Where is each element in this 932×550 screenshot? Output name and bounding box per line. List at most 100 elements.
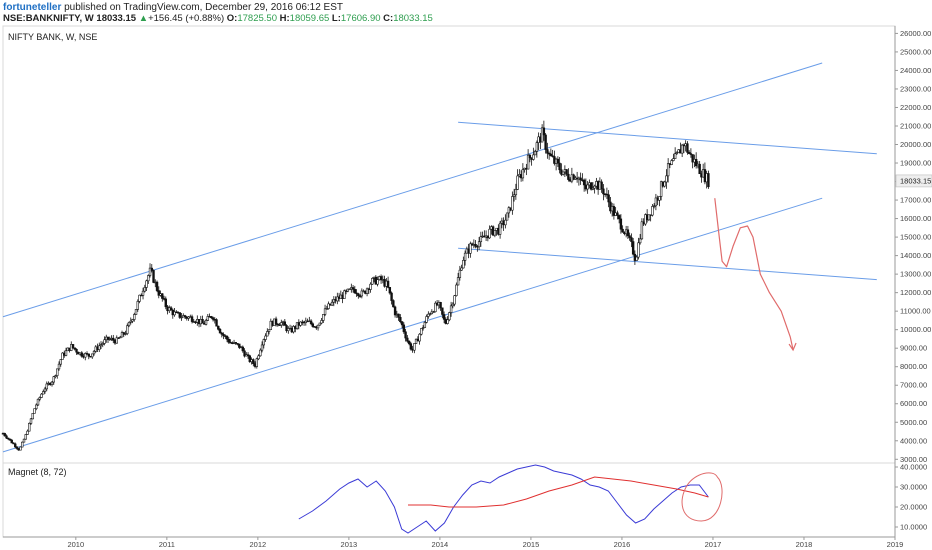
candle-body	[80, 352, 83, 357]
candle-body	[211, 317, 215, 320]
time-tick-label: 2013	[341, 540, 358, 549]
candle-body	[670, 160, 673, 165]
candle-body	[227, 338, 231, 343]
candle-body	[243, 350, 246, 357]
candle-body	[320, 320, 323, 324]
price-tick-label: 11000.00	[900, 307, 931, 316]
candle-body	[458, 269, 462, 278]
lower-trend-channel-line[interactable]	[2, 197, 823, 453]
candle-body	[607, 194, 610, 203]
main-panel-frame	[2, 25, 896, 464]
forecast-drawing[interactable]	[714, 198, 797, 352]
candle-body	[311, 323, 315, 327]
upper-trend-channel-line[interactable]	[2, 62, 823, 318]
candle-body	[56, 368, 59, 376]
candle-body	[600, 181, 603, 190]
candlestick-series	[1, 120, 710, 451]
high-value: 18059.65	[289, 13, 330, 24]
candle-body	[665, 175, 668, 183]
candle-body	[658, 196, 661, 201]
candle-body	[579, 177, 582, 181]
last-price-marker: 18033.15	[895, 174, 932, 188]
indicator-tick-label: 20.0000	[900, 503, 927, 512]
candle-body	[449, 305, 453, 313]
candle-body	[108, 338, 111, 341]
candle-body	[120, 332, 124, 338]
candle-body	[38, 397, 41, 400]
candle-body	[145, 280, 148, 288]
candle-body	[217, 325, 220, 330]
time-tick-label: 2018	[796, 540, 813, 549]
candle-body	[29, 418, 33, 424]
candle-body	[26, 430, 29, 435]
price-axis-ticks: 3000.00 4000.00 5000.00 6000.00 7000.00 8000.…	[895, 29, 931, 464]
candle-body	[663, 181, 666, 187]
indicator-tick-label: 30.0000	[900, 483, 927, 492]
candle-body	[586, 184, 589, 190]
price-tick-label: 9000.00	[900, 344, 927, 353]
candle-body	[40, 393, 43, 398]
candle-body	[322, 314, 325, 321]
upper-descending-channel-line[interactable]	[458, 121, 877, 155]
candle-body	[371, 278, 374, 285]
candle-body	[164, 298, 167, 308]
price-tick-label: 10000.00	[900, 325, 931, 334]
candle-body	[654, 197, 658, 207]
forecast-path[interactable]	[714, 198, 794, 351]
candle-body	[280, 322, 283, 326]
candle-body	[3, 433, 6, 437]
candle-body	[505, 212, 509, 221]
candle-body	[521, 169, 525, 179]
author-link[interactable]: fortuneteller	[3, 2, 62, 13]
candle-body	[442, 314, 446, 320]
candle-body	[24, 434, 27, 440]
candle-body	[630, 237, 633, 242]
candle-body	[28, 423, 31, 432]
candle-body	[262, 339, 266, 346]
candle-body	[316, 324, 320, 329]
price-tick-label: 15000.00	[900, 233, 931, 242]
candle-body	[252, 359, 255, 365]
candle-body	[460, 267, 463, 271]
candle-body	[50, 381, 54, 386]
indicator-axis-ticks: 10.0000 20.0000 30.0000 40.0000	[895, 463, 927, 532]
candle-body	[260, 344, 264, 351]
candle-body	[386, 280, 390, 288]
candle-body	[432, 311, 435, 313]
candle-body	[119, 336, 122, 339]
candle-body	[551, 155, 554, 157]
price-tick-label: 6000.00	[900, 399, 927, 408]
candle-body	[469, 243, 472, 254]
candle-body	[287, 328, 290, 332]
candle-body	[59, 359, 62, 365]
candle-body	[379, 276, 383, 281]
candle-body	[462, 260, 465, 269]
candle-body	[210, 316, 213, 319]
candle-body	[143, 287, 146, 292]
symbol-info: NSE:BANKNIFTY, W 18033.15 ▲+156.45 (+0.8…	[3, 13, 433, 25]
candle-body	[397, 313, 400, 318]
lower-descending-channel-line[interactable]	[458, 247, 877, 281]
candle-body	[666, 163, 670, 177]
candle-body	[87, 353, 90, 357]
candle-body	[428, 313, 432, 315]
candle-body	[404, 331, 407, 339]
candle-body	[631, 241, 635, 255]
candle-body	[399, 317, 402, 323]
candle-body	[343, 290, 346, 299]
candle-body	[532, 154, 535, 160]
trendlines[interactable]	[2, 62, 877, 453]
candle-body	[35, 404, 38, 410]
candle-body	[257, 355, 260, 360]
candle-body	[565, 169, 568, 175]
candle-body	[73, 347, 76, 350]
candle-body	[152, 270, 155, 283]
symbol-name: NSE:BANKNIFTY, W	[3, 13, 94, 24]
candle-body	[528, 154, 532, 159]
candle-body	[376, 279, 379, 285]
candle-body	[680, 144, 684, 154]
candle-body	[694, 158, 698, 167]
candle-body	[12, 442, 15, 445]
candle-body	[617, 215, 621, 220]
